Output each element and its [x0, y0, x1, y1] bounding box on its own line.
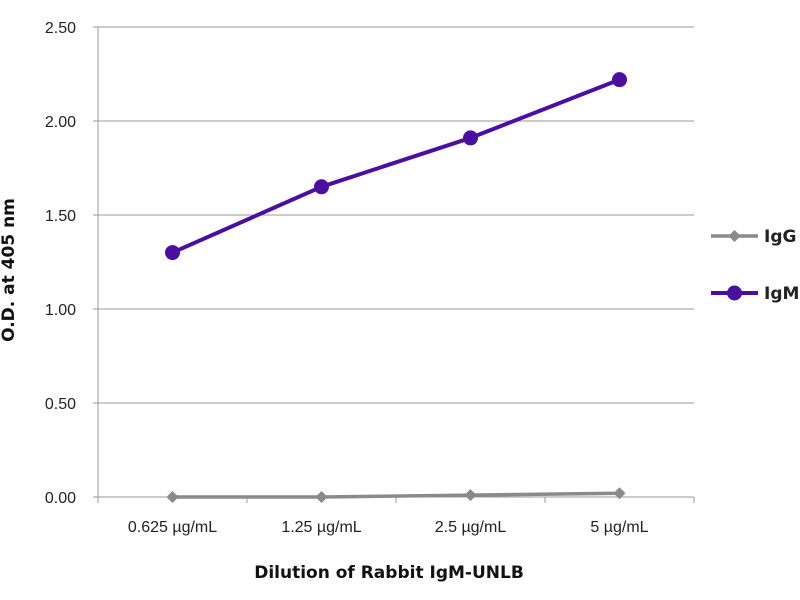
series-igg-point: [613, 487, 626, 500]
series-igg-line: [172, 491, 620, 499]
x-tick-label: 5 µg/mL: [590, 519, 648, 536]
y-tick-label: 2.00: [45, 114, 76, 131]
series-igg-point: [464, 489, 477, 502]
y-axis-title: O.D. at 405 nm: [0, 198, 19, 342]
x-tick-labels: 0.625 µg/mL 1.25 µg/mL 2.5 µg/mL 5 µg/mL: [128, 519, 649, 536]
y-tick-label: 2.50: [45, 20, 76, 37]
legend-item-igg: IgG: [711, 227, 796, 247]
y-tick-label: 1.50: [45, 208, 76, 225]
x-tick-label: 2.5 µg/mL: [435, 519, 507, 536]
axes: [93, 26, 695, 503]
legend-item-igm: IgM: [711, 284, 799, 304]
legend-igm-marker: [727, 285, 742, 301]
series-igm-point: [463, 130, 478, 146]
y-tick-label: 0.50: [45, 396, 76, 413]
y-tick-label: 1.00: [45, 302, 76, 319]
series-igm-line: [171, 77, 621, 255]
legend-igm-label: IgM: [764, 284, 799, 304]
legend-igg-marker: [728, 230, 741, 242]
legend: IgG IgM: [711, 227, 799, 304]
series-igm: [165, 72, 627, 261]
x-tick-label: 0.625 µg/mL: [128, 519, 217, 536]
y-tick-labels: 0.00 0.50 1.00 1.50 2.00 2.50: [45, 20, 76, 507]
data-series: [165, 72, 627, 503]
series-igm-point: [314, 179, 329, 195]
y-tick-label: 0.00: [45, 490, 76, 507]
series-igg-point: [315, 491, 328, 503]
series-igg-point: [166, 491, 179, 503]
legend-igg-label: IgG: [764, 227, 796, 247]
gridlines: [98, 26, 694, 404]
series-igm-point: [612, 72, 627, 88]
series-igm-point: [165, 245, 180, 261]
x-tick-label: 1.25 µg/mL: [281, 519, 361, 536]
series-igg: [166, 487, 626, 503]
x-axis-title: Dilution of Rabbit IgM-UNLB: [254, 563, 524, 583]
